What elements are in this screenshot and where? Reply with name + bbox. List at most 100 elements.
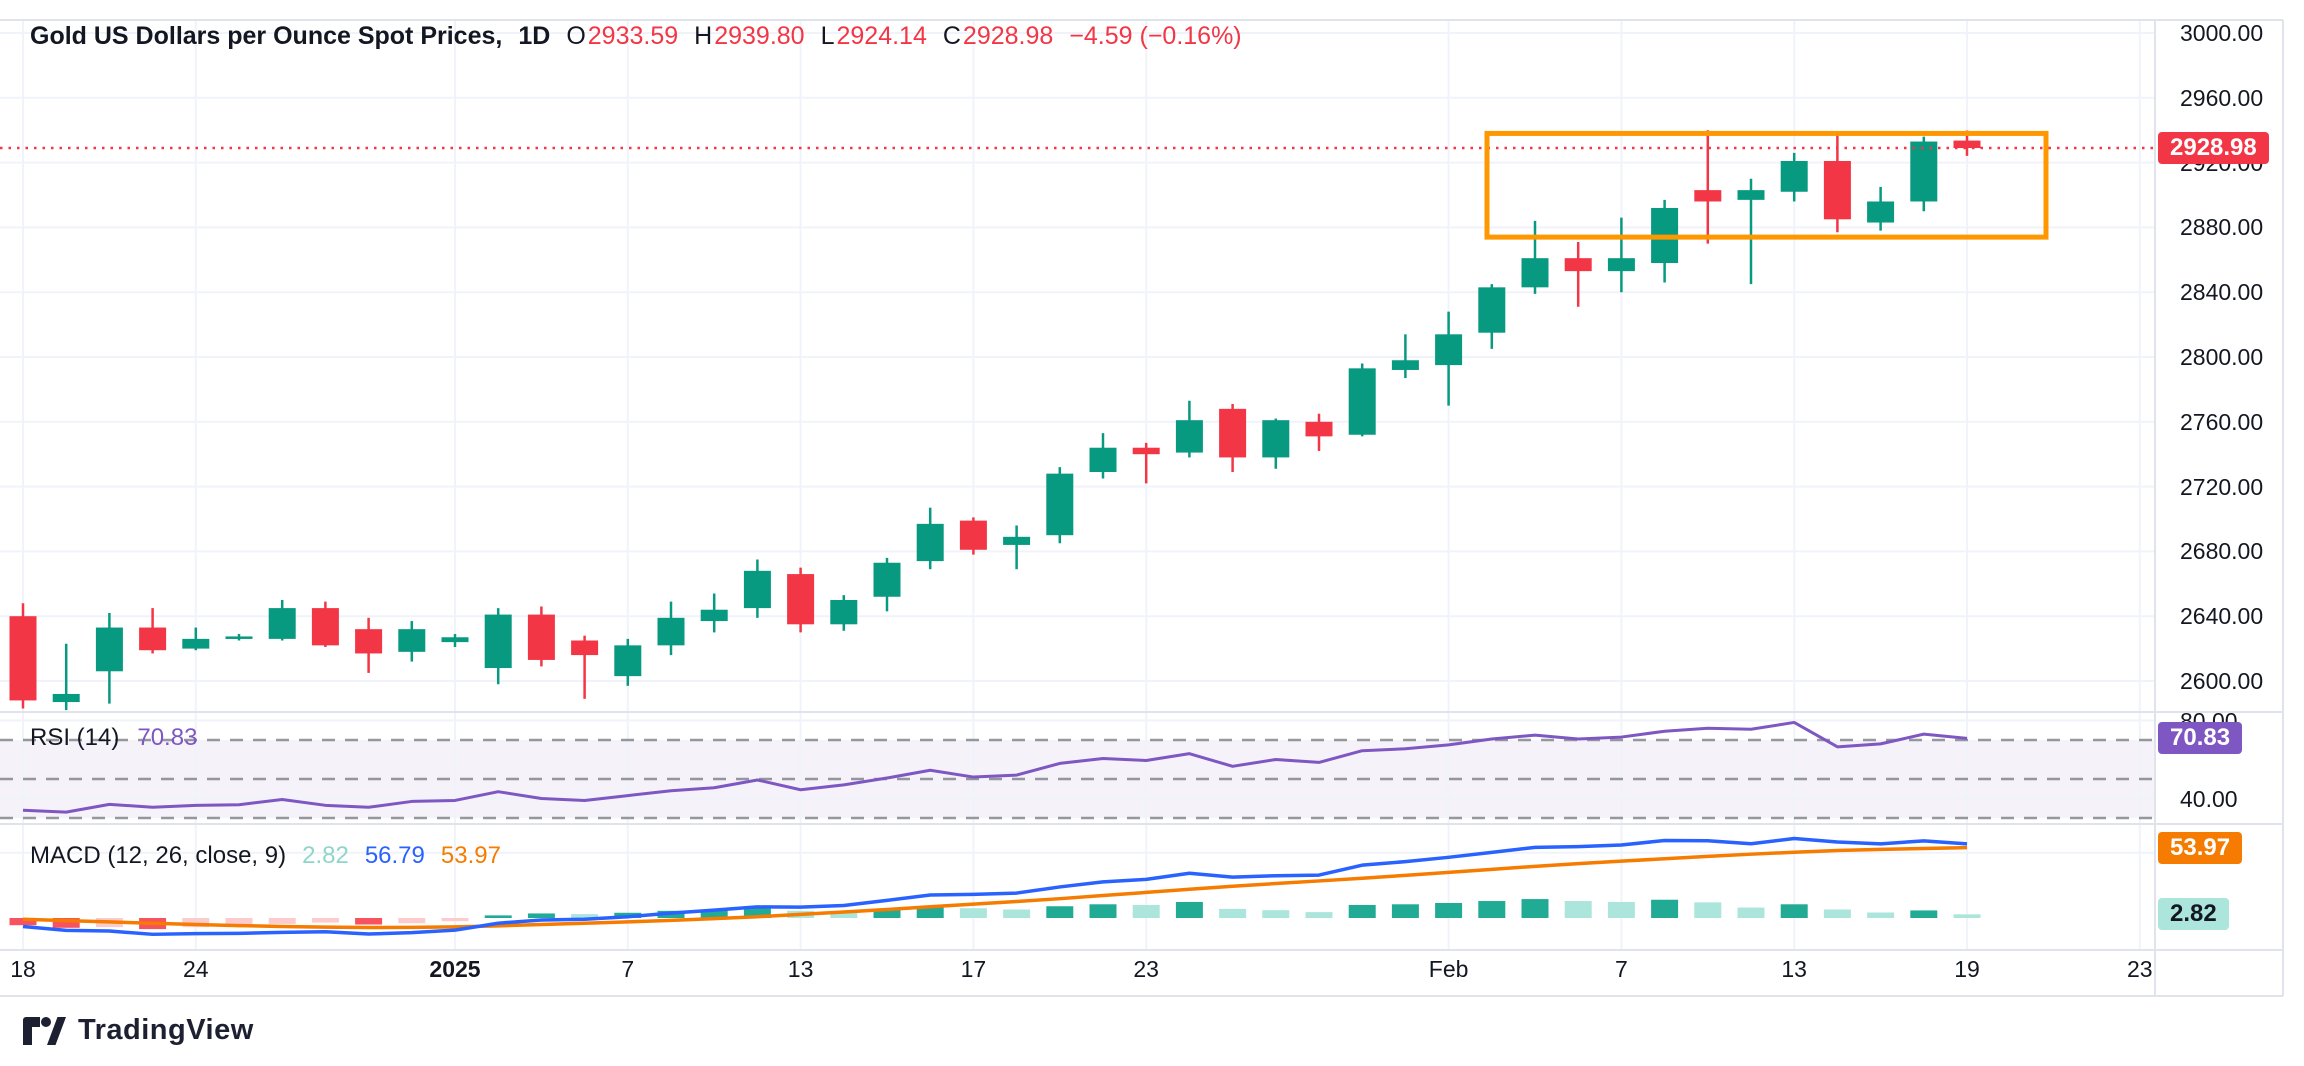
macd-indicator-legend[interactable]: MACD (12, 26, close, 9) 2.82 56.79 53.97: [30, 842, 501, 870]
macd-histogram-bar: [311, 918, 339, 923]
macd-histogram-bar: [1737, 907, 1765, 918]
macd-histogram-bar: [1132, 904, 1160, 918]
macd-histogram-bar: [527, 913, 555, 918]
candle-body: [571, 640, 599, 656]
candle-body: [1694, 190, 1722, 202]
symbol-title: Gold US Dollars per Ounce Spot Prices,: [30, 22, 503, 50]
rsi-indicator-legend[interactable]: RSI (14) 70.83: [30, 724, 197, 752]
rsi-badge: 70.83: [2158, 722, 2243, 755]
macd-histogram-bar: [1435, 902, 1463, 918]
macd-histogram-bar: [1305, 912, 1333, 918]
macd-histogram-bar: [1910, 910, 1938, 918]
price-axis-label: 2600.00: [2180, 668, 2264, 694]
consolidation-box-annotation[interactable]: [1484, 130, 2049, 240]
price-axis-label: 2880.00: [2180, 214, 2264, 241]
candle-body: [268, 608, 296, 639]
candle-body: [1046, 473, 1074, 536]
candle-body: [873, 562, 901, 597]
time-axis-label: 17: [960, 956, 987, 982]
macd-histogram-bar: [700, 909, 728, 918]
candle-body: [614, 645, 642, 677]
macd-histogram-bar: [441, 918, 469, 922]
time-axis-label: 18: [10, 956, 36, 982]
macd-histogram-bar: [959, 908, 987, 918]
candle-body: [1953, 140, 1981, 149]
candle-body: [1780, 160, 1808, 192]
candle-body: [1823, 160, 1851, 220]
ohlc-close: C 2928.98: [943, 22, 1053, 51]
candle-body: [1478, 287, 1506, 333]
low-letter: L: [820, 22, 835, 50]
macd-histogram-bar: [1348, 904, 1376, 918]
rsi-label: RSI (14): [30, 724, 120, 751]
macd-histogram-bar: [873, 908, 901, 918]
time-axis-label: Feb: [1428, 956, 1469, 982]
last-price-badge: 2928.98: [2158, 132, 2269, 165]
macd-histogram-bar: [52, 918, 80, 928]
macd-histogram-bar: [1607, 901, 1635, 918]
change-value: −4.59 (−0.16%): [1069, 22, 1242, 50]
candle-body: [1132, 447, 1160, 455]
time-axis-label: 7: [1614, 956, 1628, 982]
candle-body: [484, 614, 512, 669]
rsi-line: [22, 720, 1968, 814]
macd-label: MACD (12, 26, close, 9): [30, 842, 287, 869]
macd-histogram-bar: [9, 918, 37, 926]
candle-body: [527, 614, 555, 660]
candle-body: [1305, 421, 1333, 437]
macd-histogram-bar: [398, 918, 426, 924]
candle-body: [700, 609, 728, 622]
macd-histogram-bar: [1867, 912, 1895, 918]
macd-histogram-bar: [1694, 902, 1722, 918]
close-letter: C: [942, 22, 961, 50]
candle-body: [139, 627, 167, 651]
macd-histogram-bar: [1478, 901, 1506, 918]
close-value: 2928.98: [962, 22, 1054, 50]
macd-histogram-bar: [1262, 910, 1290, 918]
ohlc-high: H 2939.80: [694, 22, 804, 51]
macd-histogram-bar: [571, 914, 599, 918]
macd-histogram-bar: [1823, 909, 1851, 918]
candle-body: [830, 600, 858, 625]
time-axis-label: 23: [1133, 956, 1159, 982]
macd-signal-badge: 53.97: [2158, 831, 2243, 864]
macd-histogram-bar: [1651, 899, 1679, 918]
macd-signal-value: 53.97: [440, 842, 501, 869]
high-value: 2939.80: [714, 22, 805, 50]
macd-line-value: 56.79: [364, 842, 425, 869]
candle-body: [1348, 368, 1376, 435]
macd-histogram-bar: [1046, 906, 1074, 918]
candle-body: [355, 629, 383, 654]
price-axis-label: 2760.00: [2180, 408, 2264, 435]
candle-body: [1867, 201, 1895, 223]
rsi-axis-label: 40.00: [2180, 785, 2238, 812]
symbol-legend[interactable]: Gold US Dollars per Ounce Spot Prices, 1…: [30, 22, 1242, 51]
macd-hist-badge: 2.82: [2158, 898, 2229, 931]
time-axis-label: 2025: [429, 956, 481, 982]
ohlc-open: O 2933.59: [566, 22, 678, 51]
tradingview-logo[interactable]: TradingView: [22, 1014, 254, 1047]
candle-body: [398, 629, 426, 652]
macd-histogram-bar: [225, 918, 253, 926]
macd-histogram-bar: [1521, 899, 1549, 918]
candle-body: [52, 693, 80, 703]
macd-histogram-bar: [743, 908, 771, 918]
ohlc-low: L 2924.14: [821, 22, 927, 51]
macd-histogram-bar: [916, 906, 944, 918]
candle-body: [743, 570, 771, 609]
macd-histogram-bar: [1089, 904, 1117, 918]
time-axis-label: 7: [621, 956, 635, 982]
open-letter: O: [566, 22, 586, 50]
candle-body: [441, 637, 469, 643]
price-axis-label: 2640.00: [2180, 603, 2264, 630]
macd-histogram-bar: [1953, 914, 1981, 918]
price-axis-label: 2720.00: [2180, 473, 2264, 500]
candle-body: [1175, 420, 1203, 453]
macd-histogram-bar: [182, 918, 210, 928]
tradingview-wordmark: TradingView: [78, 1014, 254, 1046]
macd-histogram-bar: [268, 918, 296, 924]
time-axis-label: 19: [1954, 956, 1980, 982]
macd-hist-value: 2.82: [302, 842, 349, 869]
